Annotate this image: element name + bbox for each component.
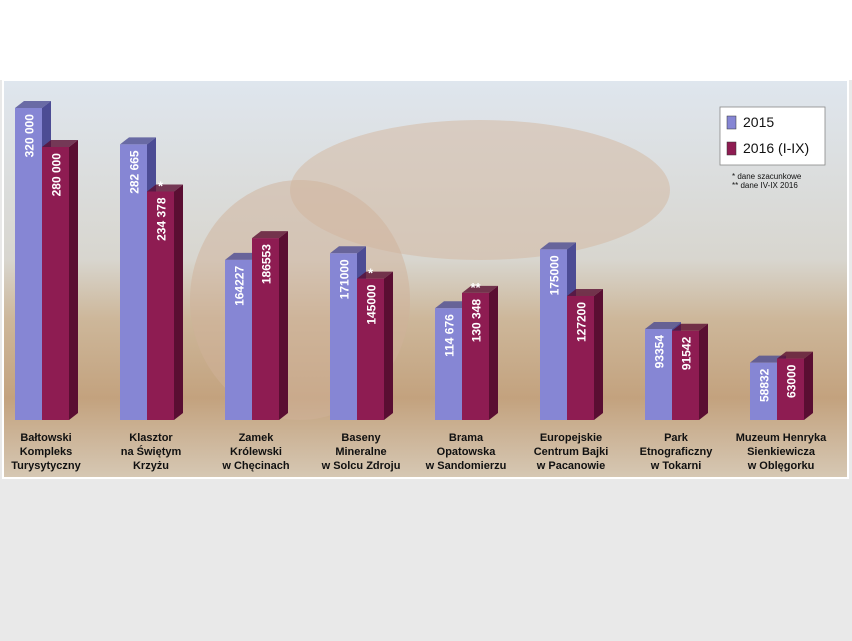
value-label: 282 665 bbox=[128, 150, 142, 194]
top-margin bbox=[0, 0, 852, 80]
bar-top bbox=[540, 242, 576, 250]
bar-top bbox=[42, 140, 78, 147]
value-note: * bbox=[158, 178, 164, 193]
category-label: Muzeum Henryka bbox=[736, 432, 827, 444]
value-label: 130 348 bbox=[470, 299, 484, 343]
bar-side bbox=[384, 271, 393, 420]
bar bbox=[225, 259, 252, 420]
note: * dane szacunkowe bbox=[732, 172, 802, 181]
category-label: w Tokarni bbox=[650, 460, 702, 472]
bar bbox=[645, 328, 672, 420]
category-label: Brama bbox=[449, 432, 484, 444]
bar-side bbox=[699, 323, 708, 420]
value-label: 127200 bbox=[575, 302, 589, 342]
bar bbox=[540, 249, 567, 420]
value-label: 234 378 bbox=[155, 197, 169, 241]
category-label: w Solcu Zdroju bbox=[321, 460, 401, 472]
category-label: Europejskie bbox=[540, 432, 602, 444]
legend-swatch bbox=[726, 115, 737, 130]
bar bbox=[15, 108, 42, 420]
bar bbox=[120, 144, 147, 421]
category-label: w Oblęgorku bbox=[747, 460, 815, 472]
bar-side bbox=[174, 184, 183, 420]
bar-top bbox=[357, 271, 393, 279]
legend-label: 2016 (I-IX) bbox=[743, 140, 809, 156]
category-label: Krzyżu bbox=[133, 460, 169, 472]
bar-top bbox=[252, 231, 288, 239]
value-note: * bbox=[368, 266, 374, 281]
bar bbox=[672, 330, 699, 420]
bar bbox=[435, 308, 462, 420]
bar-top bbox=[462, 285, 498, 293]
category-label: Centrum Bajki bbox=[534, 446, 609, 458]
bar bbox=[567, 295, 594, 420]
legend-label: 2015 bbox=[743, 114, 774, 130]
bar-side bbox=[594, 288, 603, 420]
value-label: 63000 bbox=[785, 364, 799, 398]
bar-top bbox=[777, 351, 813, 359]
category-label: Sienkiewicza bbox=[747, 446, 816, 458]
category-label: w Pacanowie bbox=[536, 460, 605, 472]
category-label: Park bbox=[664, 432, 689, 444]
bar-top bbox=[330, 246, 366, 254]
category-label: w Chęcinach bbox=[221, 460, 290, 472]
bar bbox=[357, 278, 384, 420]
value-label: 91542 bbox=[680, 336, 694, 370]
bar-top bbox=[645, 321, 681, 329]
value-label: 93354 bbox=[653, 335, 667, 369]
value-label: 320 000 bbox=[23, 114, 37, 158]
bar-side bbox=[279, 231, 288, 420]
value-label: 58832 bbox=[758, 368, 772, 402]
bar-top bbox=[147, 184, 183, 192]
legend-box bbox=[719, 106, 826, 166]
bar bbox=[330, 253, 357, 420]
value-label: 280 000 bbox=[50, 153, 64, 197]
bar-top bbox=[567, 288, 603, 296]
category-label: Baseny bbox=[341, 432, 381, 444]
bar bbox=[777, 358, 804, 420]
legend-swatch bbox=[726, 141, 737, 156]
note: ** dane IV-IX 2016 bbox=[732, 181, 798, 190]
bar-side bbox=[489, 285, 498, 420]
value-label: 186553 bbox=[260, 244, 274, 284]
category-label: Turysytyczny bbox=[11, 460, 81, 472]
bar-top bbox=[15, 101, 51, 108]
category-label: Bałtowski bbox=[20, 432, 71, 444]
category-label: Klasztor bbox=[129, 432, 173, 444]
bar-side bbox=[804, 351, 813, 420]
bar-side bbox=[69, 140, 78, 420]
bar bbox=[42, 147, 69, 420]
category-label: Opatowska bbox=[437, 446, 497, 458]
category-label: w Sandomierzu bbox=[425, 460, 507, 472]
value-label: 164227 bbox=[233, 266, 247, 306]
value-label: 114 676 bbox=[443, 314, 457, 357]
category-label: Królewski bbox=[230, 446, 282, 458]
value-label: 145000 bbox=[365, 284, 379, 324]
bar bbox=[252, 238, 279, 420]
bar bbox=[147, 191, 174, 420]
bar-top bbox=[120, 137, 156, 145]
bar bbox=[750, 362, 777, 420]
value-label: 175000 bbox=[548, 255, 562, 295]
category-label: Etnograficzny bbox=[640, 446, 714, 458]
category-label: na Świętym bbox=[121, 445, 182, 458]
value-label: 171000 bbox=[338, 259, 352, 299]
category-label: Zamek bbox=[239, 432, 275, 444]
bar-top bbox=[672, 323, 708, 331]
value-note: ** bbox=[470, 280, 481, 295]
bar bbox=[462, 292, 489, 420]
category-label: Mineralne bbox=[335, 446, 386, 458]
category-label: Kompleks bbox=[20, 446, 73, 458]
